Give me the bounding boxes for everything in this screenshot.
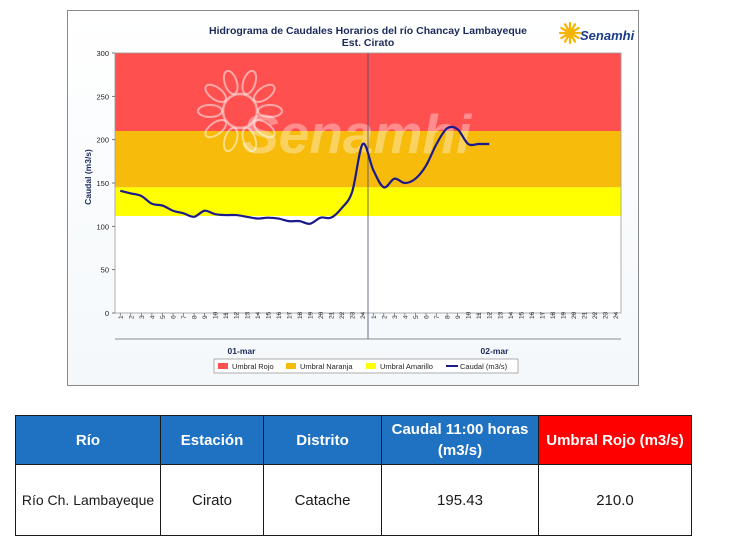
logo-sun-ray — [573, 34, 580, 40]
date-label-1: 01-mar — [228, 346, 257, 356]
x-hour-label: 8 — [192, 315, 199, 319]
y-tick-label: 50 — [101, 266, 109, 275]
x-hour-label: 8 — [445, 315, 452, 319]
y-axis-label: Caudal (m3/s) — [83, 149, 93, 205]
cell-rio: Río Ch. Lambayeque — [15, 464, 161, 536]
watermark-sun-icon — [221, 92, 259, 130]
x-hour-label: 5 — [413, 315, 420, 319]
logo-sun-ray — [563, 36, 569, 43]
legend-label-1: Umbral Naranja — [300, 362, 353, 371]
x-hour-label: 22 — [592, 311, 599, 319]
header-umbral-rojo: Umbral Rojo (m3/s) — [538, 415, 692, 465]
logo-sun-ray — [563, 23, 569, 30]
brand-logo-text: Senamhi — [580, 28, 635, 43]
table-row: Río Ch. Lambayeque Cirato Catache 195.43… — [15, 464, 692, 536]
y-tick-label: 250 — [96, 92, 109, 101]
x-hour-label: 12 — [487, 311, 494, 319]
x-hour-label: 7 — [434, 315, 441, 319]
hydrograph-chart: Hidrograma de Caudales Horarios del río … — [67, 10, 639, 386]
logo-sun-icon — [565, 28, 575, 38]
cell-caudal: 195.43 — [381, 464, 539, 536]
x-hour-label: 15 — [265, 311, 272, 319]
x-hour-label: 5 — [160, 315, 167, 319]
x-hour-label: 16 — [276, 311, 283, 319]
x-hour-label: 9 — [202, 315, 209, 319]
x-hour-label: 9 — [455, 315, 462, 319]
x-hour-label: 3 — [392, 315, 399, 319]
logo-sun-ray — [573, 26, 580, 32]
x-hour-label: 1 — [371, 315, 378, 319]
x-hour-label: 24 — [360, 311, 367, 319]
logo-sun-ray — [571, 23, 577, 30]
x-hour-label: 20 — [571, 311, 578, 319]
logo-sun-ray — [571, 36, 577, 43]
cell-distrito: Catache — [263, 464, 382, 536]
x-hour-label: 11 — [223, 312, 230, 319]
date-label-2: 02-mar — [481, 346, 510, 356]
logo-sun-ray — [560, 26, 567, 32]
table-header-row: Río Estación Distrito Caudal 11:00 horas… — [15, 415, 692, 465]
x-hour-label: 23 — [603, 311, 610, 319]
x-hour-label: 14 — [255, 311, 262, 319]
header-distrito: Distrito — [263, 415, 382, 465]
watermark-text: Senamhi — [242, 103, 473, 165]
x-hour-label: 17 — [286, 311, 293, 319]
y-tick-label: 150 — [96, 179, 109, 188]
header-rio: Río — [15, 415, 161, 465]
y-tick-label: 0 — [105, 309, 109, 318]
x-hour-label: 16 — [529, 311, 536, 319]
x-hour-label: 24 — [613, 311, 620, 319]
legend-swatch-0 — [218, 363, 228, 369]
x-hour-label: 7 — [181, 315, 188, 319]
x-hour-label: 18 — [297, 311, 304, 319]
x-hour-label: 10 — [466, 311, 473, 319]
x-hour-label: 21 — [582, 311, 589, 319]
x-hour-label: 22 — [339, 311, 346, 319]
legend-swatch-1 — [286, 363, 296, 369]
x-hour-label: 19 — [561, 311, 568, 319]
x-hour-label: 3 — [139, 315, 146, 319]
x-hour-label: 2 — [381, 315, 388, 319]
x-hour-label: 13 — [244, 311, 251, 319]
x-hour-label: 6 — [423, 315, 430, 319]
header-caudal: Caudal 11:00 horas (m3/s) — [381, 415, 539, 465]
header-estacion: Estación — [160, 415, 264, 465]
chart-canvas: Hidrograma de Caudales Horarios del río … — [83, 21, 635, 374]
y-tick-label: 200 — [96, 136, 109, 145]
x-hour-label: 18 — [550, 311, 557, 319]
legend-label-0: Umbral Rojo — [232, 362, 274, 371]
chart-title: Hidrograma de Caudales Horarios del río … — [209, 25, 527, 37]
x-hour-label: 1 — [118, 315, 125, 319]
series-line-caudal — [120, 125, 490, 225]
legend-swatch-2 — [366, 363, 376, 369]
x-hour-label: 6 — [170, 315, 177, 319]
chart-subtitle: Est. Cirato — [342, 37, 395, 49]
x-hour-label: 15 — [518, 311, 525, 319]
x-hour-label: 13 — [497, 311, 504, 319]
x-hour-label: 12 — [234, 311, 241, 319]
x-hour-label: 23 — [350, 311, 357, 319]
cell-umbral-rojo: 210.0 — [538, 464, 692, 536]
x-hour-label: 20 — [318, 311, 325, 319]
x-hour-label: 21 — [329, 311, 336, 319]
x-hour-label: 4 — [149, 315, 156, 319]
legend-label-2: Umbral Amarillo — [380, 362, 433, 371]
logo-sun-ray — [560, 34, 567, 40]
x-hour-label: 10 — [213, 311, 220, 319]
x-hour-label: 14 — [508, 311, 515, 319]
flow-summary-table: Río Estación Distrito Caudal 11:00 horas… — [15, 415, 692, 536]
x-hour-label: 2 — [128, 315, 135, 319]
x-hour-label: 11 — [476, 312, 483, 319]
legend-label-3: Caudal (m3/s) — [460, 362, 508, 371]
x-hour-label: 19 — [308, 311, 315, 319]
y-tick-label: 100 — [96, 222, 109, 231]
x-hour-label: 4 — [402, 315, 409, 319]
cell-estacion: Cirato — [160, 464, 264, 536]
y-tick-label: 300 — [96, 49, 109, 58]
x-hour-label: 17 — [539, 311, 546, 319]
